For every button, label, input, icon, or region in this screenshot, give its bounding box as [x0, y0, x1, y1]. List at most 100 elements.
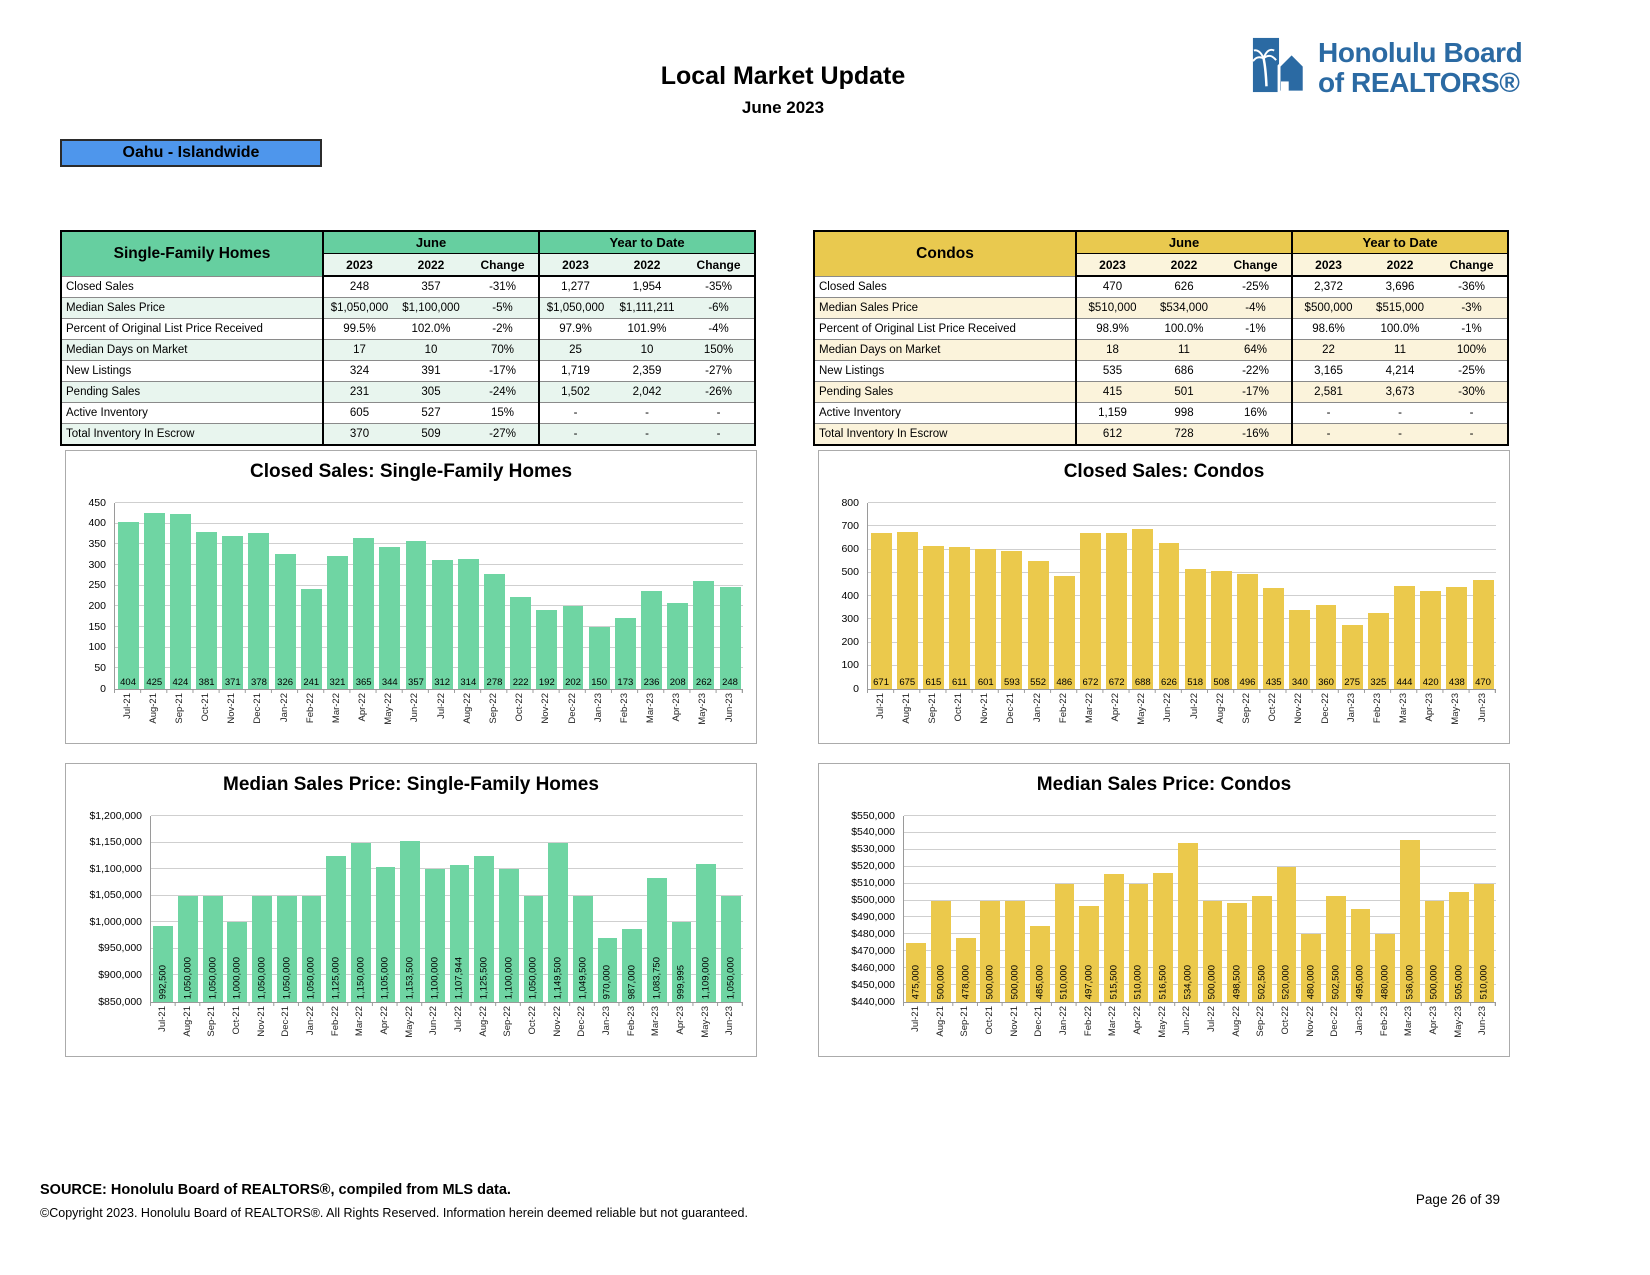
table-cell: 248	[323, 275, 395, 298]
table-cell: 231	[323, 381, 395, 403]
y-axis-label: 450	[88, 496, 106, 509]
bar: 518	[1184, 568, 1206, 689]
bar-slot: 425	[141, 503, 167, 689]
gridline	[115, 646, 743, 648]
x-label-slot: Sep-21	[952, 1006, 977, 1050]
bar-value-label: 1,150,000	[355, 956, 367, 999]
bar-value-label: 615	[925, 677, 942, 688]
x-label-slot: Oct-21	[946, 693, 972, 737]
x-axis-label: Sep-22	[487, 693, 499, 724]
bar: 601	[975, 549, 997, 689]
table-cell: 22	[1292, 339, 1365, 361]
x-label-slot: May-22	[376, 693, 402, 737]
x-axis-label: Feb-22	[1082, 1006, 1094, 1037]
x-label-slot: Jun-22	[421, 1006, 446, 1050]
bar-slot: 344	[377, 503, 403, 689]
x-label-slot: Jan-23	[594, 1006, 619, 1050]
bar: 497,000	[1079, 905, 1099, 1002]
bar-value-label: 1,050,000	[182, 956, 194, 999]
x-axis-labels: Jul-21 Aug-21 Sep-21 Oct-21 Nov-21 Dec-21 Jan-…	[867, 693, 1495, 737]
bar-value-label: 510,000	[1058, 964, 1070, 999]
bar-value-label: 518	[1187, 677, 1204, 688]
x-label-slot: Jul-21	[114, 693, 140, 737]
bar-slot: 360	[1313, 503, 1339, 689]
bar-slot: 534,000	[1175, 816, 1200, 1002]
bar-slot: 672	[1104, 503, 1130, 689]
x-axis-label: Oct-22	[1267, 693, 1279, 722]
bar-value-label: 202	[565, 677, 581, 688]
x-label-slot: Oct-22	[1273, 1006, 1298, 1050]
gridline	[868, 548, 1496, 550]
bar-slot: 552	[1025, 503, 1051, 689]
y-axis-label: 50	[94, 661, 106, 674]
bar-value-label: 1,083,750	[651, 956, 663, 999]
table-cell: 150%	[683, 339, 756, 361]
x-label-slot: Apr-23	[668, 1006, 693, 1050]
table-name: Condos	[814, 231, 1077, 276]
bar-value-label: 1,050,000	[725, 956, 737, 999]
bar: 520,000	[1276, 866, 1297, 1002]
table-cell: 17	[323, 339, 395, 361]
y-axis-label: $1,100,000	[89, 862, 142, 875]
table-cell: 100.0%	[1148, 318, 1220, 340]
x-label-slot: Nov-21	[1002, 1006, 1027, 1050]
x-label-slot: Sep-22	[1233, 693, 1259, 737]
bar-slot: 1,100,000	[496, 816, 521, 1002]
y-axis-label: 100	[841, 659, 859, 672]
y-axis-label: 350	[88, 537, 106, 550]
bar-slot: 314	[455, 503, 481, 689]
bar: 222	[510, 597, 532, 689]
bar: 671	[870, 533, 892, 689]
table-cell: -	[1292, 402, 1365, 424]
y-axis-label: 400	[841, 589, 859, 602]
table-cell: 10	[611, 339, 684, 361]
x-axis-label: Feb-23	[618, 693, 630, 724]
bar: 1,125,500	[474, 855, 494, 1002]
table-cell: 70%	[467, 339, 541, 361]
x-label-slot: Mar-22	[1100, 1006, 1125, 1050]
x-axis-label: Jul-22	[1188, 693, 1200, 719]
y-axis-label: 200	[841, 636, 859, 648]
table-row: Closed Sales 248 357 -31% 1,277 1,954 -35%	[61, 275, 756, 298]
table-cell: 370	[323, 423, 395, 445]
bar-slot: 615	[920, 503, 946, 689]
bar-slot: 536,000	[1397, 816, 1422, 1002]
bar: 365	[353, 538, 375, 689]
x-axis-label: Mar-22	[1083, 693, 1095, 724]
bar: 438	[1446, 587, 1468, 689]
x-label-slot: Sep-22	[480, 693, 506, 737]
x-label-slot: Jan-23	[1338, 693, 1364, 737]
x-label-slot: Jan-23	[1347, 1006, 1372, 1050]
gridline	[904, 984, 1496, 986]
bar: 192	[536, 609, 558, 689]
bar-value-label: 593	[1004, 677, 1020, 688]
bars-container: 671 675 615 611 601 593 552 486 672 672 688 626 518 5…	[868, 503, 1496, 689]
footer-source: SOURCE: Honolulu Board of REALTORS®, com…	[40, 1182, 511, 1198]
bar: 500,000	[1005, 900, 1025, 1002]
bar-slot: 435	[1261, 503, 1287, 689]
row-label: Median Sales Price	[61, 297, 324, 319]
x-axis-label: Jun-22	[1162, 693, 1174, 723]
bar-slot: 1,100,000	[422, 816, 447, 1002]
table-cell: -17%	[467, 360, 541, 382]
bar: 278	[484, 574, 505, 689]
period-header: Year to Date	[1292, 231, 1509, 254]
column-header: 2023	[539, 253, 612, 277]
table-cell: -27%	[683, 360, 756, 382]
bar-slot: 611	[947, 503, 973, 689]
bar: 510,000	[1473, 883, 1494, 1002]
bar-slot: 222	[508, 503, 534, 689]
chart-median-price-condos: Median Sales Price: Condos 475,000 500,000…	[818, 763, 1510, 1057]
table-cell: -17%	[1220, 381, 1294, 403]
table-cell: 605	[323, 402, 395, 424]
bar-value-label: 502,500	[1256, 964, 1268, 999]
x-axis-labels: Jul-21 Aug-21 Sep-21 Oct-21 Nov-21 Dec-21 Jan-…	[150, 1006, 742, 1050]
row-label: Total Inventory In Escrow	[814, 423, 1077, 445]
bar-slot: 502,500	[1249, 816, 1274, 1002]
gridline	[904, 865, 1496, 867]
x-axis-label: May-23	[1452, 1006, 1464, 1038]
bar-slot: 248	[717, 503, 743, 689]
table-cell: 18	[1076, 339, 1148, 361]
y-axis-label: $490,000	[851, 910, 895, 923]
table-cell: 3,696	[1364, 275, 1437, 298]
